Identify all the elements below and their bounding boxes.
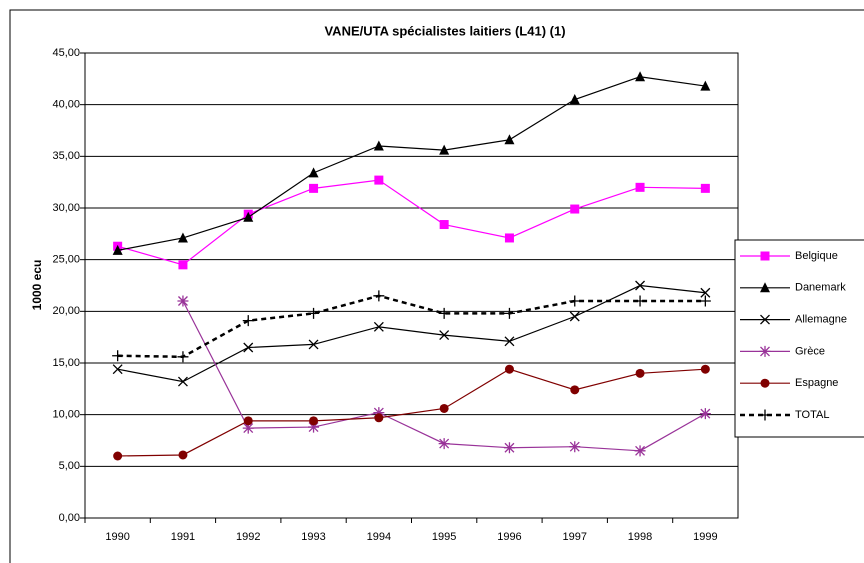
data-point	[569, 311, 580, 322]
data-point	[504, 233, 514, 243]
y-tick-label: 15,00	[52, 357, 80, 369]
x-tick-label: 1993	[301, 531, 325, 543]
y-tick-label: 45,00	[52, 47, 80, 59]
legend-label: Espagne	[795, 377, 838, 389]
x-tick-label: 1991	[171, 531, 195, 543]
data-point	[242, 315, 254, 327]
data-point	[308, 167, 319, 178]
data-point	[504, 364, 514, 374]
data-point	[373, 290, 385, 302]
data-point	[112, 244, 123, 255]
x-tick-label: 1997	[563, 531, 587, 543]
data-point	[178, 260, 188, 270]
data-point	[700, 287, 711, 298]
data-point	[177, 232, 188, 243]
data-point	[700, 80, 711, 91]
legend-marker	[759, 409, 771, 421]
data-point	[700, 183, 710, 193]
x-tick-label: 1998	[628, 531, 652, 543]
data-point	[243, 342, 254, 353]
y-tick-label: 20,00	[52, 305, 80, 317]
data-point	[112, 364, 123, 375]
y-tick-label: 5,00	[59, 460, 80, 472]
series-line	[117, 294, 706, 359]
legend	[734, 239, 864, 438]
series-line	[117, 179, 706, 266]
data-point	[569, 295, 581, 307]
y-tick-label: 40,00	[52, 99, 80, 111]
data-point	[504, 134, 515, 145]
data-point	[570, 204, 580, 214]
data-point	[243, 416, 253, 426]
series-line	[117, 76, 706, 251]
data-point	[309, 183, 319, 193]
y-tick-label: 30,00	[52, 202, 80, 214]
series-line	[117, 368, 706, 457]
x-tick-label: 1994	[367, 531, 391, 543]
data-point	[373, 321, 384, 332]
data-point	[700, 364, 710, 374]
data-point	[635, 280, 646, 291]
data-point	[242, 422, 254, 434]
data-point	[243, 211, 254, 222]
chart-title: VANE/UTA spécialistes laitiers (L41) (1)	[324, 23, 565, 38]
data-point	[503, 442, 515, 454]
data-point	[374, 413, 384, 423]
data-point	[503, 307, 515, 319]
data-point	[309, 416, 319, 426]
legend-marker	[760, 282, 770, 293]
x-tick-label: 1992	[236, 531, 260, 543]
data-point	[177, 295, 189, 307]
data-point	[308, 339, 319, 350]
data-point	[438, 307, 450, 319]
data-point	[439, 144, 450, 155]
data-point	[374, 175, 384, 185]
x-tick-label: 1996	[497, 531, 521, 543]
data-point	[373, 140, 384, 151]
x-tick-label: 1995	[432, 531, 456, 543]
x-tick-label: 1999	[693, 531, 717, 543]
data-point	[635, 368, 645, 378]
legend-label: TOTAL	[795, 409, 829, 421]
data-point	[504, 336, 515, 347]
legend-marker	[760, 314, 770, 325]
data-point	[635, 71, 646, 82]
data-point	[439, 403, 449, 413]
data-point	[113, 451, 123, 461]
data-point	[634, 445, 646, 457]
data-point	[569, 94, 580, 104]
x-tick-label: 1990	[105, 531, 129, 543]
data-point	[177, 376, 188, 387]
data-point	[634, 295, 646, 307]
y-tick-label: 10,00	[52, 409, 80, 421]
data-point	[308, 307, 320, 319]
data-point	[635, 182, 645, 192]
data-point	[178, 450, 188, 460]
legend-marker	[759, 345, 771, 357]
y-tick-label: 0,00	[59, 512, 80, 524]
legend-label: Belgique	[795, 250, 838, 262]
legend-marker	[760, 251, 770, 261]
data-point	[373, 407, 385, 419]
data-point	[439, 220, 449, 230]
data-point	[699, 295, 711, 307]
data-point	[112, 350, 124, 362]
y-axis-label: 1000 ecu	[30, 260, 44, 311]
legend-marker	[760, 378, 770, 388]
data-point	[438, 438, 450, 450]
data-point	[308, 421, 320, 433]
data-point	[570, 385, 580, 395]
y-tick-label: 25,00	[52, 254, 80, 266]
data-point	[699, 408, 711, 420]
data-point	[439, 330, 450, 341]
legend-label: Allemagne	[795, 314, 847, 326]
legend-label: Danemark	[795, 282, 846, 294]
y-tick-label: 35,00	[52, 150, 80, 162]
data-point	[177, 351, 189, 363]
plot-area	[84, 52, 739, 519]
legend-label: Grèce	[795, 345, 825, 357]
data-point	[569, 441, 581, 453]
